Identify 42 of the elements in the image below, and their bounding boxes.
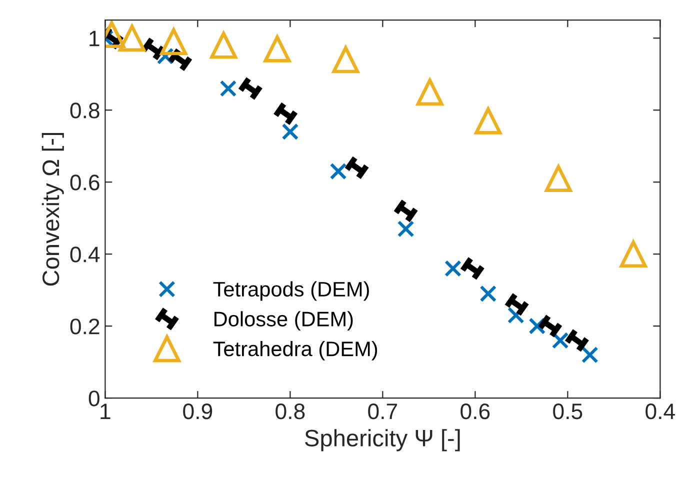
point	[416, 78, 444, 106]
point	[168, 47, 193, 72]
x-tick-label: 0.4	[646, 403, 675, 420]
y-tick-label: 0.4	[70, 246, 100, 262]
point	[118, 24, 146, 52]
point	[344, 155, 370, 180]
y-tick-label: 0.6	[70, 174, 100, 190]
point	[330, 162, 347, 180]
x-tick-label: 1	[100, 404, 110, 420]
legend-label: Dolosse (DEM)	[214, 311, 353, 331]
y-tick-label: 0	[88, 390, 100, 406]
point	[474, 107, 502, 134]
point	[444, 260, 462, 277]
x-tick-label: 0.8	[276, 403, 305, 420]
point	[210, 32, 238, 59]
point	[220, 80, 237, 97]
legend-label: Tetrapods (DEM)	[213, 281, 369, 301]
y-tick-label: 0.2	[70, 318, 100, 334]
point	[397, 220, 414, 238]
x-axis-title: Sphericity Ψ [-]	[305, 429, 460, 452]
point	[504, 292, 530, 317]
y-tick-label: 0.8	[70, 102, 100, 118]
x-tick-label: 0.6	[460, 403, 490, 420]
x-tick-label: 0.7	[368, 403, 398, 420]
point	[160, 28, 188, 56]
point	[332, 46, 360, 74]
y-axis-title: Convexity Ω [-]	[42, 133, 64, 286]
x-tick-label: 0.5	[553, 403, 582, 420]
legend-label: Tetrahedra (DEM)	[213, 340, 378, 360]
point	[480, 285, 497, 302]
point	[620, 240, 647, 268]
y-tick-label: 1	[90, 30, 100, 46]
point	[581, 346, 598, 364]
x-tick-label: 0.9	[183, 403, 212, 420]
point	[238, 76, 263, 102]
point	[393, 198, 418, 224]
point	[273, 101, 298, 126]
point	[538, 314, 563, 339]
point	[564, 328, 590, 353]
point	[460, 256, 485, 281]
point	[282, 123, 299, 140]
point	[264, 35, 291, 62]
